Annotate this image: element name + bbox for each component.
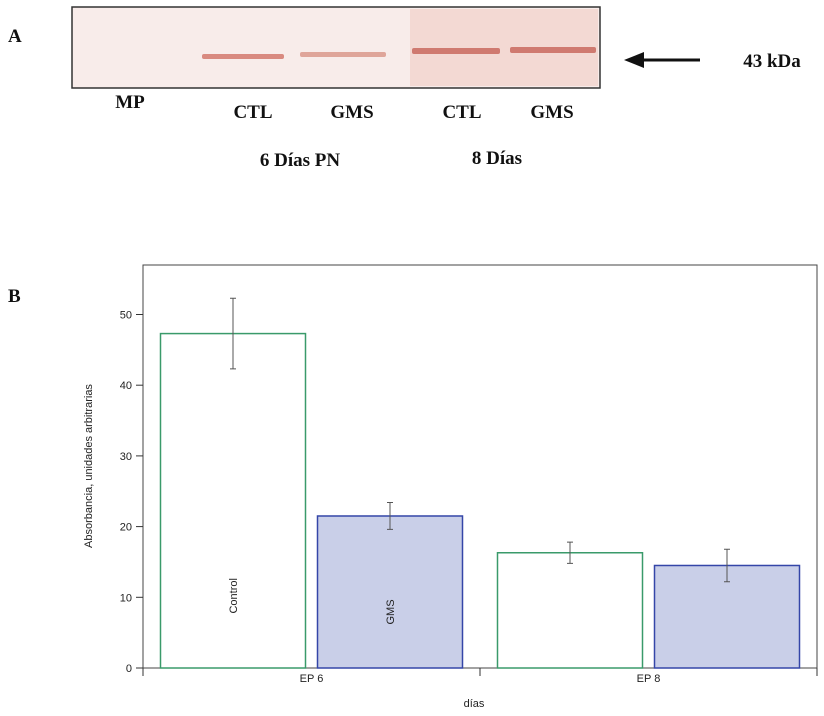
- bar: [161, 334, 306, 668]
- lane-label: CTL: [442, 102, 481, 123]
- lane-label: CTL: [233, 102, 272, 123]
- lane-label: MP: [115, 92, 145, 113]
- marker-label: 43 kDa: [743, 51, 801, 72]
- series-label: Control: [228, 578, 240, 613]
- blot-band: [202, 54, 284, 59]
- y-tick-label: 10: [120, 592, 132, 604]
- y-tick-label: 40: [120, 380, 132, 392]
- lane-label: GMS: [530, 102, 573, 123]
- y-tick-label: 50: [120, 309, 132, 321]
- arrow-head: [624, 52, 644, 68]
- panel-label: B: [8, 286, 21, 307]
- figure: A MP CTL GMS CTL GMS 6 Días PN 8 Días 43…: [0, 0, 824, 716]
- blot-band: [510, 47, 596, 53]
- group-label: 8 Días: [472, 148, 522, 169]
- lane-label: GMS: [330, 102, 373, 123]
- y-tick-label: 20: [120, 522, 132, 534]
- x-axis-label: días: [464, 698, 485, 710]
- blot-band: [300, 52, 386, 57]
- series-label: GMS: [385, 599, 397, 624]
- x-tick-label: EP 6: [300, 673, 324, 685]
- x-tick-label: EP 8: [637, 673, 661, 685]
- bar: [318, 516, 463, 668]
- y-tick-label: 30: [120, 451, 132, 463]
- blot-band: [412, 48, 500, 54]
- y-axis-label: Absorbancia, unidades arbitrarias: [83, 384, 95, 548]
- panel-label: A: [8, 26, 22, 47]
- bar: [498, 553, 643, 668]
- y-tick-label: 0: [126, 663, 132, 675]
- group-label: 6 Días PN: [260, 150, 341, 171]
